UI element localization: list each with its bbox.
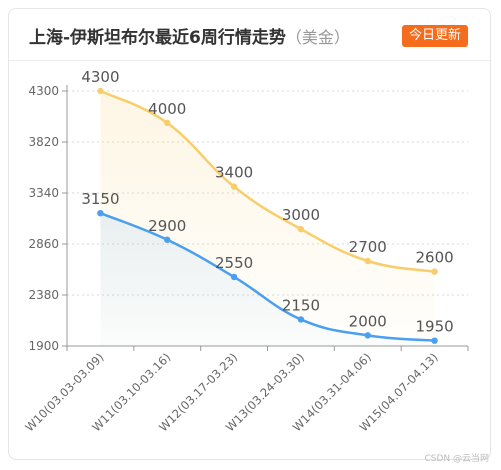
title-text: 上海-伊斯坦布尔最近6周行情走势 [29,28,286,48]
data-label: 4300 [81,68,119,86]
data-point [431,268,438,275]
y-tick-label: 2380 [28,288,59,302]
card-header: 上海-伊斯坦布尔最近6周行情走势（美金） 今日更新 [9,9,490,61]
y-tick-label: 3820 [28,135,59,149]
chart-card: 上海-伊斯坦布尔最近6周行情走势（美金） 今日更新 [8,8,491,460]
data-label: 2550 [215,254,253,272]
series-area [100,213,435,346]
y-tick-label: 4300 [28,84,59,98]
data-point [297,225,305,233]
data-label: 2700 [349,238,387,256]
data-label: 3150 [81,190,119,208]
series-line [99,212,435,342]
update-today-button[interactable]: 今日更新 [401,25,468,47]
data-point [97,87,104,95]
data-label: 3000 [282,206,320,224]
y-tick-label: 3340 [28,186,59,200]
unit-label: （美金） [285,28,350,47]
series-line [99,89,435,273]
data-label: 2150 [282,296,320,314]
data-label: 2900 [148,217,186,235]
y-tick-label: 2860 [28,237,59,251]
data-label: 4000 [148,100,186,118]
data-label: 3400 [215,164,253,182]
y-tick-label: 1900 [28,339,59,353]
data-point [230,273,238,281]
data-label: 2600 [415,249,453,267]
data-label: 2000 [349,312,387,330]
data-point [297,316,305,323]
data-label: 1950 [415,318,453,336]
data-point [431,337,438,344]
data-point [164,119,171,127]
data-point [97,209,104,217]
data-point [364,257,371,265]
chart-title: 上海-伊斯坦布尔最近6周行情走势（美金） [29,23,350,48]
data-point [364,332,371,339]
watermark: CSDN @云当网 [424,454,489,464]
data-point [230,183,238,190]
data-point [164,236,171,243]
